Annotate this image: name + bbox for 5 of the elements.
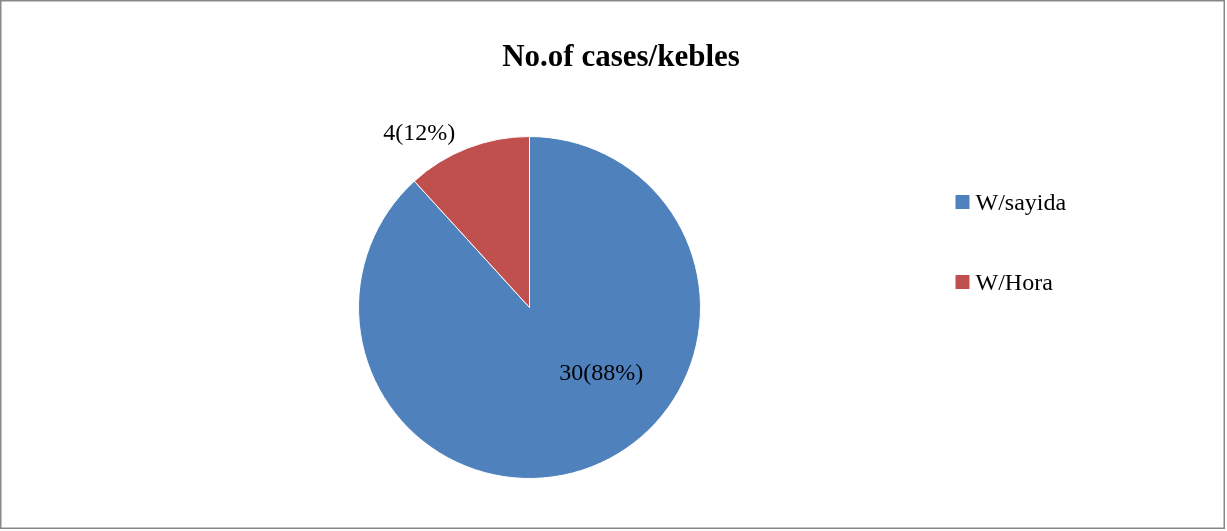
chart-title: No.of cases/kebles xyxy=(502,38,740,73)
data-label: 30(88%) xyxy=(559,359,644,386)
legend-label: W/sayida xyxy=(975,189,1067,215)
data-label: 4(12%) xyxy=(383,119,456,146)
legend-label: W/Hora xyxy=(975,269,1054,295)
